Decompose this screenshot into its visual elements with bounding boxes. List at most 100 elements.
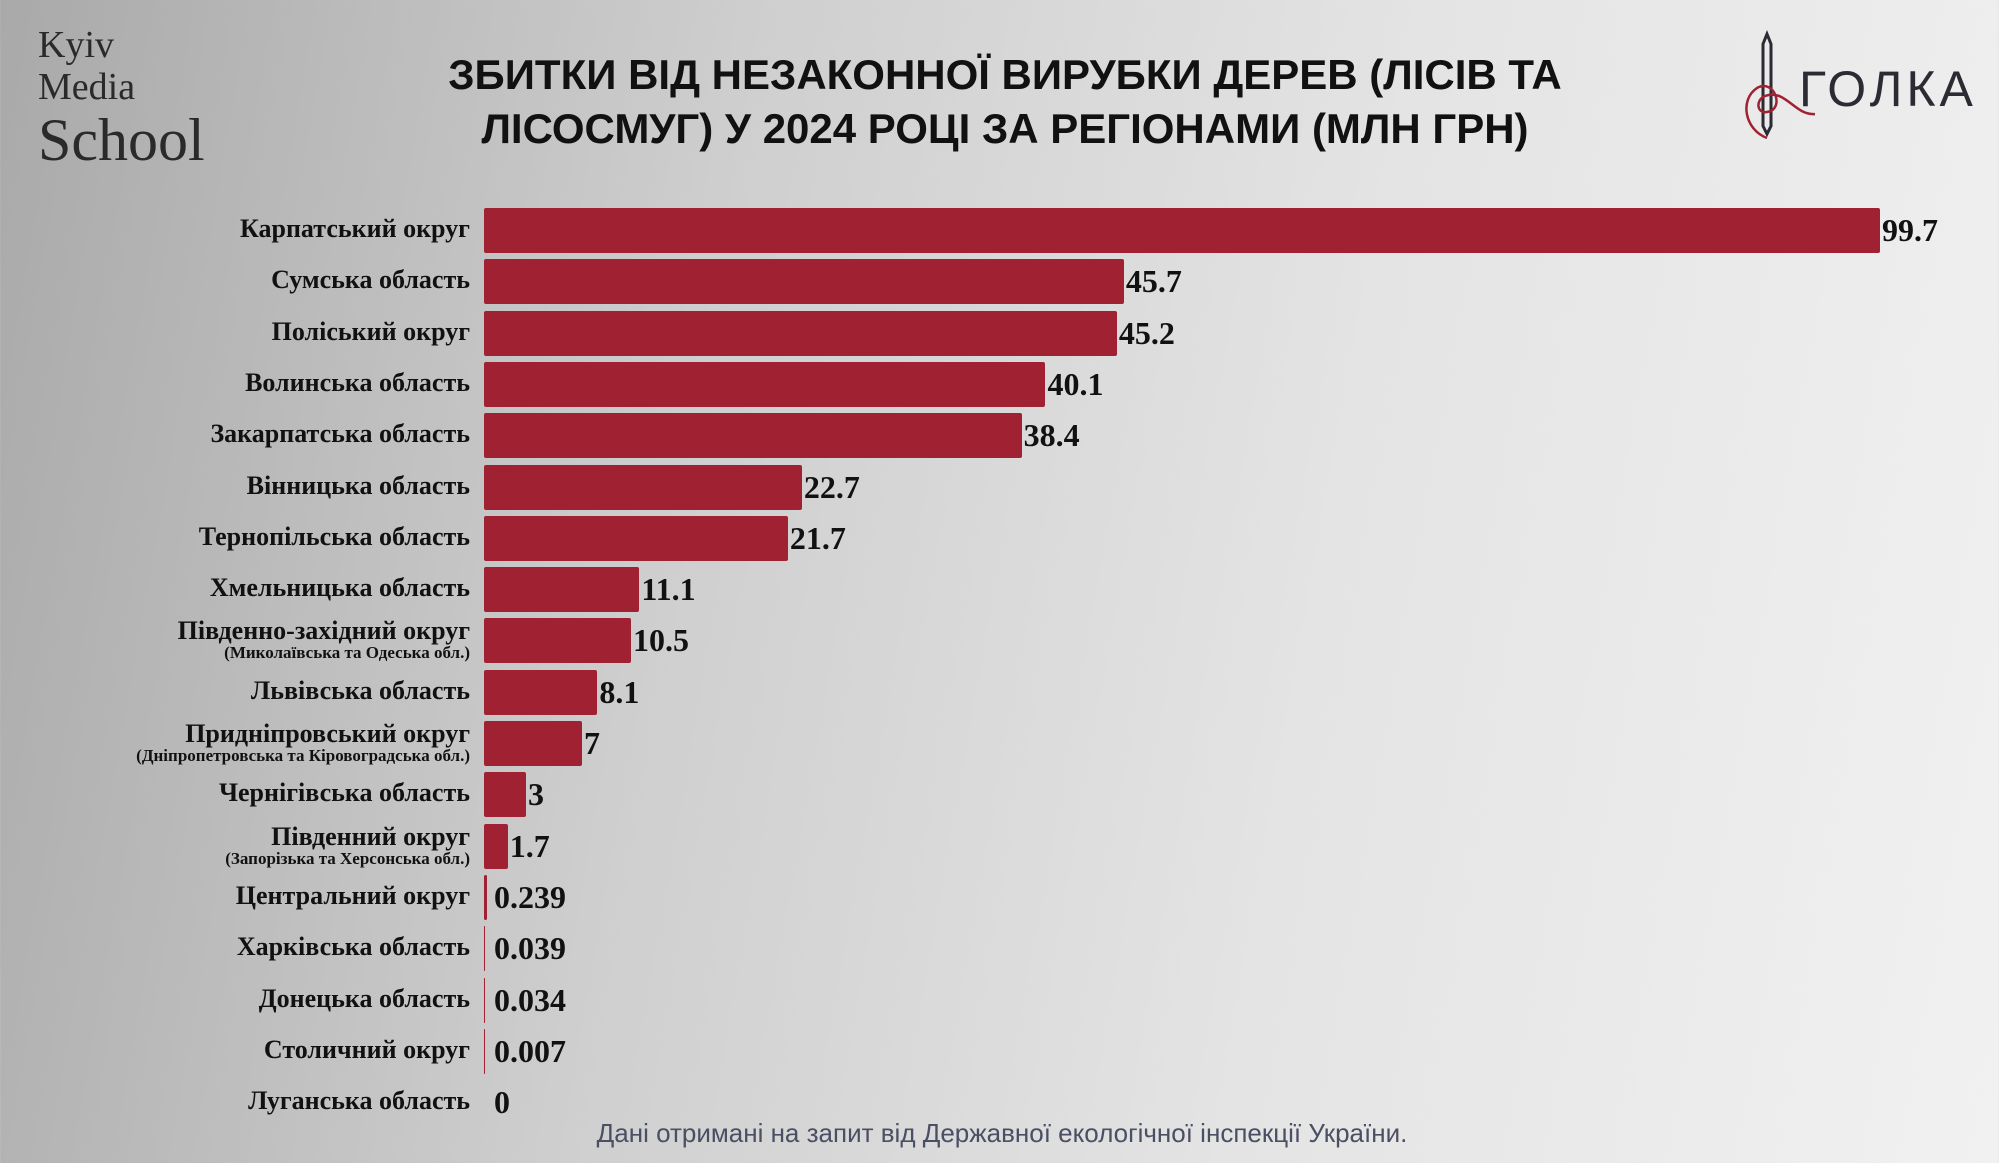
category-name: Луганська область (248, 1086, 470, 1116)
golka-logo: ГОЛКА (1735, 29, 1977, 140)
bar-row: Столичний округ 0.007 (0, 1023, 1999, 1074)
bar (484, 823, 508, 869)
category-label: Тернопільська область (198, 521, 470, 551)
value-label: 0.007 (494, 1032, 566, 1069)
bar-row: Вінницька область 22.7 (0, 459, 1999, 510)
category-label: Вінницька область (246, 470, 470, 500)
category-label: Волинська область (245, 367, 470, 397)
bar (484, 721, 582, 766)
title-line: ЛІСОСМУГ) У 2024 РОЦІ ЗА РЕГІОНАМИ (МЛН … (481, 105, 1529, 152)
category-name: Столичний округ (263, 1034, 470, 1064)
category-name: Карпатський округ (239, 214, 470, 243)
value-label: 0.239 (494, 878, 566, 915)
category-label: Львівська область (250, 675, 470, 705)
category-name: Закарпатська область (210, 419, 470, 449)
bar (484, 310, 1117, 356)
bar-row: Південно-західний округ (Миколаївська та … (0, 612, 1999, 664)
category-label: Столичний округ (263, 1034, 470, 1064)
value-label: 11.1 (641, 571, 696, 608)
bar-row: Карпатський округ 99.7 (0, 202, 1999, 253)
category-name: Південний округ (271, 821, 470, 851)
needle-icon (1745, 29, 1816, 140)
bar (484, 413, 1022, 459)
category-subtitle: (Миколаївська та Одеська обл.) (224, 643, 470, 663)
bar-row: Центральний округ 0.239 (0, 869, 1999, 920)
category-name: Сумська область (271, 265, 470, 295)
bar-row: Закарпатська область 38.4 (0, 407, 1999, 459)
bar (484, 926, 485, 972)
category-label: Луганська область (248, 1088, 470, 1114)
value-label: 8.1 (599, 673, 640, 710)
category-subtitle: (Запорізька та Херсонська обл.) (225, 848, 470, 868)
value-label: 38.4 (1023, 417, 1080, 454)
category-name: Хмельницька область (209, 573, 470, 603)
bar (484, 208, 1880, 253)
category-name: Південно-західний округ (177, 616, 470, 646)
logo-text: ГОЛКА (1799, 61, 1977, 117)
category-subtitle: (Дніпропетровська та Кіровоградська обл.… (136, 746, 470, 765)
category-label: Карпатський округ (240, 216, 470, 242)
bar-row: Придніпровський округ (Дніпропетровська т… (0, 715, 1999, 766)
category-label: Південний округ (Запорізька та Херсонська… (225, 821, 470, 868)
category-name: Донецька область (258, 983, 470, 1013)
bar-row: Харківська область 0.039 (0, 920, 1999, 972)
bar (484, 874, 488, 920)
category-label: Донецька область (258, 983, 470, 1013)
bar (484, 567, 640, 613)
bar (484, 259, 1124, 305)
category-name: Вінницька область (246, 470, 470, 500)
value-label: 7 (584, 725, 600, 761)
category-label: Південно-західний округ (Миколаївська та … (178, 618, 470, 662)
bar (484, 464, 802, 510)
bar (484, 977, 485, 1023)
value-label: 0.039 (494, 930, 566, 967)
bar-row: Донецька область 0.034 (0, 972, 1999, 1023)
category-label: Придніпровський округ (Дніпропетровська т… (136, 721, 470, 765)
bar-row: Сумська область 45.7 (0, 253, 1999, 305)
category-label: Поліський округ (271, 316, 470, 346)
logo-line: School (38, 107, 205, 173)
value-label: 45.2 (1118, 314, 1175, 351)
category-label: Закарпатська область (210, 421, 470, 447)
value-label: 99.7 (1882, 212, 1938, 248)
bar-row: Південний округ (Запорізька та Херсонська… (0, 818, 1999, 869)
category-name: Поліський округ (271, 316, 470, 346)
logo-line: Media (38, 66, 136, 108)
bar-row: Тернопільська область 21.7 (0, 510, 1999, 561)
bar-row: Чернігівська область 3 (0, 766, 1999, 818)
bar (484, 515, 788, 561)
title-line: ЗБИТКИ ВІД НЕЗАКОННОЇ ВИРУБКИ ДЕРЕВ (ЛІС… (448, 51, 1562, 98)
kyiv-media-school-logo: Kyiv Media School (38, 26, 205, 174)
value-label: 21.7 (789, 519, 846, 556)
category-label: Чернігівська область (219, 780, 470, 806)
bar-row: Хмельницька область 11.1 (0, 561, 1999, 613)
category-name: Львівська область (250, 675, 470, 705)
value-label: 0 (494, 1084, 510, 1121)
category-name: Придніпровський округ (185, 719, 470, 748)
logo-line: Kyiv (38, 24, 114, 66)
bar (484, 772, 526, 818)
category-name: Тернопільська область (198, 521, 470, 551)
value-label: 1.7 (509, 827, 550, 864)
chart-title: ЗБИТКИ ВІД НЕЗАКОННОЇ ВИРУБКИ ДЕРЕВ (ЛІС… (380, 48, 1630, 156)
category-label: Центральний округ (235, 880, 470, 910)
bar (484, 361, 1046, 407)
value-label: 22.7 (803, 468, 860, 505)
bar-row: Волинська область 40.1 (0, 356, 1999, 407)
category-label: Харківська область (237, 934, 470, 960)
category-label: Хмельницька область (210, 575, 470, 601)
category-name: Центральний округ (235, 880, 470, 910)
bar (484, 618, 632, 664)
category-name: Волинська область (245, 367, 470, 397)
value-label: 45.7 (1125, 263, 1182, 300)
value-label: 40.1 (1047, 365, 1104, 402)
category-name: Чернігівська область (218, 778, 470, 808)
source-note: Дані отримані на запит від Державної еко… (596, 1118, 1408, 1148)
bar-row: Львівська область 8.1 (0, 664, 1999, 715)
category-label: Сумська область (271, 267, 470, 293)
bar (484, 669, 598, 715)
category-name: Харківська область (236, 932, 470, 962)
value-label: 3 (528, 776, 544, 813)
bar-row: Луганська область 0 (0, 1074, 1999, 1125)
value-label: 0.034 (494, 981, 566, 1018)
